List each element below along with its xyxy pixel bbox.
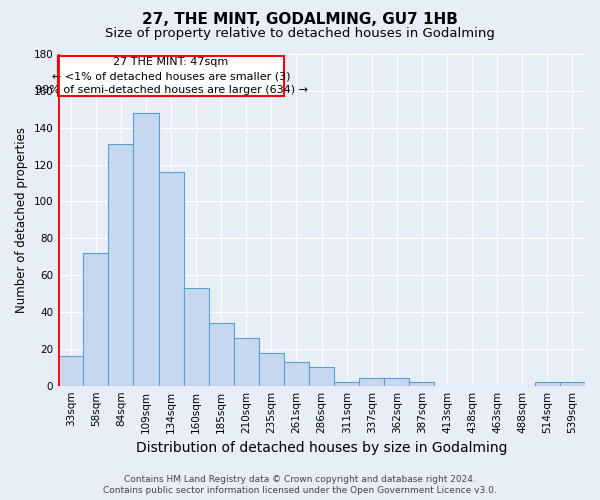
Y-axis label: Number of detached properties: Number of detached properties: [15, 127, 28, 313]
Bar: [334, 382, 359, 386]
Bar: [309, 368, 334, 386]
Text: Size of property relative to detached houses in Godalming: Size of property relative to detached ho…: [105, 28, 495, 40]
Bar: [284, 362, 309, 386]
Bar: [184, 288, 209, 386]
X-axis label: Distribution of detached houses by size in Godalming: Distribution of detached houses by size …: [136, 441, 508, 455]
Bar: [560, 382, 585, 386]
Bar: [409, 382, 434, 386]
Bar: [209, 323, 234, 386]
Text: 27, THE MINT, GODALMING, GU7 1HB: 27, THE MINT, GODALMING, GU7 1HB: [142, 12, 458, 28]
Bar: [158, 172, 184, 386]
Bar: [133, 113, 158, 386]
Bar: [83, 253, 109, 386]
Bar: [58, 356, 83, 386]
Bar: [359, 378, 385, 386]
Bar: [385, 378, 409, 386]
FancyBboxPatch shape: [58, 56, 284, 96]
Bar: [259, 352, 284, 386]
Text: Contains public sector information licensed under the Open Government Licence v3: Contains public sector information licen…: [103, 486, 497, 495]
Bar: [535, 382, 560, 386]
Bar: [234, 338, 259, 386]
Text: Contains HM Land Registry data © Crown copyright and database right 2024.: Contains HM Land Registry data © Crown c…: [124, 475, 476, 484]
Bar: [109, 144, 133, 386]
Text: 27 THE MINT: 47sqm
← <1% of detached houses are smaller (3)
99% of semi-detached: 27 THE MINT: 47sqm ← <1% of detached hou…: [35, 57, 308, 95]
